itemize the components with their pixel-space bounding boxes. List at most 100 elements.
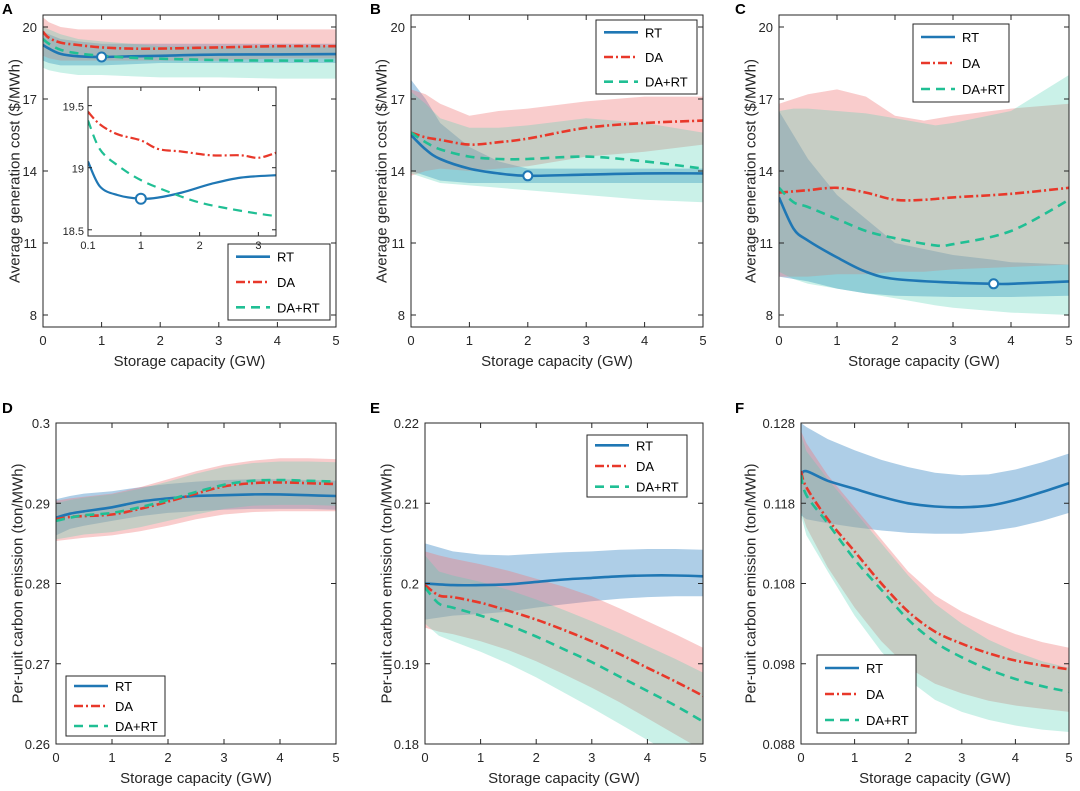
line-rt [425, 574, 703, 587]
x-tick-label: 5 [699, 333, 706, 348]
panel-label: F [735, 400, 744, 417]
y-tick-label: 8 [766, 308, 773, 323]
line-da [411, 119, 703, 146]
legend-label-rt: RT [115, 679, 132, 694]
x-tick-label: 5 [1065, 333, 1072, 348]
line-da [801, 470, 1069, 671]
x-axis-label: Storage capacity (GW) [488, 770, 640, 787]
optimum-marker [988, 278, 1000, 290]
x-tick-label: 3 [949, 333, 956, 348]
plot-area [411, 79, 703, 203]
x-tick-label: 4 [644, 750, 651, 765]
x-axis-label: Storage capacity (GW) [859, 770, 1011, 787]
y-tick-label: 0.128 [762, 416, 795, 431]
x-tick-label: 4 [1012, 750, 1019, 765]
line-da [425, 584, 703, 697]
inset-background [88, 87, 276, 236]
x-tick-label: 1 [108, 750, 115, 765]
x-tick-label: 5 [1065, 750, 1072, 765]
x-tick-label: 2 [533, 750, 540, 765]
legend-label-da: DA [636, 459, 654, 474]
panel-e: 0 1 2 3 4 5 0.18 0.19 0.2 0.21 0.22 E Storage capaci… [370, 400, 707, 787]
plot-area [56, 458, 336, 541]
legend-label-rt: RT [962, 30, 979, 45]
line-da-rt [88, 120, 276, 218]
optimum-marker [134, 192, 147, 205]
optimum-marker [96, 51, 108, 63]
line-da-rt [56, 478, 336, 523]
legend-label-da: DA [115, 699, 133, 714]
x-tick-label: 1 [477, 750, 484, 765]
y-tick-label: 0.098 [762, 657, 795, 672]
x-tick-label: 1 [466, 333, 473, 348]
x-tick-label: 1 [138, 240, 144, 252]
line-rt [779, 196, 1069, 286]
line-da [779, 186, 1069, 202]
band-rt [779, 111, 1069, 297]
x-tick-label: 2 [157, 333, 164, 348]
y-tick-label: 19 [72, 164, 84, 176]
legend: RT DA DA+RT [816, 654, 917, 734]
line-da [43, 30, 336, 51]
panel-label: D [2, 400, 13, 417]
y-tick-label: 8 [398, 308, 405, 323]
y-tick-label: 0.19 [394, 657, 419, 672]
legend-label-rt: RT [277, 250, 294, 265]
legend-label-da-rt: DA+RT [962, 82, 1005, 97]
x-tick-label: 0 [797, 750, 804, 765]
legend-label-da: DA [645, 50, 663, 65]
x-tick-label: 4 [641, 333, 648, 348]
y-tick-label: 0.3 [32, 416, 50, 431]
y-tick-label: 0.28 [25, 577, 50, 592]
line-da-rt [801, 474, 1069, 694]
legend-label-da-rt: DA+RT [115, 719, 158, 734]
y-tick-label: 0.22 [394, 416, 419, 431]
x-tick-label: 5 [332, 333, 339, 348]
line-rt [801, 469, 1069, 509]
band-da [43, 17, 336, 61]
legend: RT DA DA+RT [65, 675, 166, 737]
line-da-rt [43, 37, 336, 62]
y-tick-label: 0.108 [762, 577, 795, 592]
panel-b: 0 1 2 3 4 5 8 11 14 17 20 B Storage capacity (GW) Ave… [370, 1, 707, 370]
x-tick-label: 2 [891, 333, 898, 348]
band-da-rt [779, 75, 1069, 315]
band-da [425, 551, 703, 744]
y-tick-label: 14 [759, 164, 773, 179]
x-tick-label: 5 [699, 750, 706, 765]
legend-label-rt: RT [866, 661, 883, 676]
y-tick-label: 20 [759, 20, 773, 35]
line-rt [411, 134, 703, 178]
x-tick-label: 1 [98, 333, 105, 348]
x-tick-label: 0 [52, 750, 59, 765]
x-tick-label: 2 [905, 750, 912, 765]
line-da-rt [411, 131, 703, 170]
x-tick-label: 2 [524, 333, 531, 348]
y-axis-label: Average generation cost ($/MWh) [742, 59, 759, 283]
panel-d: 0 1 2 3 4 5 0.26 0.27 0.28 0.29 0.3 D Storage capaci… [2, 400, 340, 787]
plot-area [88, 111, 276, 218]
legend: RT DA DA+RT [912, 23, 1010, 103]
line-da [88, 111, 276, 159]
panel-label: E [370, 400, 380, 417]
x-axis-label: Storage capacity (GW) [848, 353, 1000, 370]
legend-label-da: DA [962, 56, 980, 71]
y-tick-label: 0.118 [763, 496, 795, 511]
x-axis-label: Storage capacity (GW) [114, 353, 266, 370]
x-tick-label: 4 [1007, 333, 1014, 348]
y-tick-label: 17 [391, 92, 405, 107]
optimum-marker [522, 170, 534, 182]
y-tick-label: 20 [391, 20, 405, 35]
y-axis-label: Per-unit carbon emission (ton/MWh) [742, 463, 759, 703]
panel-a: 0 1 2 3 4 5 8 11 14 17 20 A Storage capacity (GW) Ave… [2, 1, 340, 370]
y-tick-label: 0.21 [394, 496, 419, 511]
x-tick-label: 4 [276, 750, 283, 765]
panel-label: A [2, 1, 13, 18]
y-tick-label: 18.5 [63, 226, 84, 238]
panel-a-inset: 0.1 1 2 3 18.5 19 19.5 [63, 86, 277, 252]
x-tick-label: 3 [215, 333, 222, 348]
x-tick-label: 0 [421, 750, 428, 765]
x-tick-label: 0 [407, 333, 414, 348]
